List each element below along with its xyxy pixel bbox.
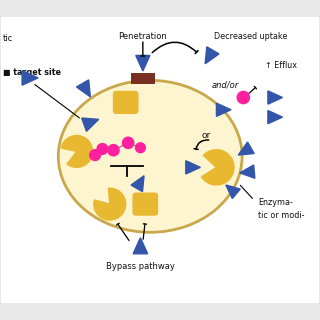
FancyBboxPatch shape (1, 17, 319, 303)
Text: Bypass pathway: Bypass pathway (106, 262, 175, 271)
Polygon shape (186, 161, 200, 174)
Circle shape (135, 143, 145, 153)
Text: and/or: and/or (212, 81, 239, 90)
Polygon shape (238, 142, 254, 155)
Ellipse shape (58, 80, 242, 232)
Polygon shape (82, 118, 99, 131)
Wedge shape (61, 135, 92, 167)
Polygon shape (22, 71, 38, 85)
Text: Penetration: Penetration (118, 32, 167, 41)
Text: Decreased uptake: Decreased uptake (214, 32, 287, 41)
Polygon shape (216, 103, 231, 116)
Polygon shape (136, 55, 150, 71)
Text: or: or (202, 131, 211, 140)
Polygon shape (76, 80, 90, 97)
FancyBboxPatch shape (113, 91, 139, 114)
Wedge shape (94, 188, 126, 220)
Circle shape (97, 144, 108, 154)
Text: tic: tic (3, 34, 13, 43)
Polygon shape (268, 91, 283, 104)
Polygon shape (131, 176, 144, 192)
Wedge shape (202, 150, 234, 185)
Circle shape (123, 137, 134, 148)
Circle shape (237, 92, 250, 104)
Text: tic or modi-: tic or modi- (258, 211, 305, 220)
Circle shape (90, 150, 100, 161)
Polygon shape (226, 185, 240, 198)
Polygon shape (240, 165, 255, 178)
Polygon shape (133, 238, 148, 254)
Circle shape (108, 145, 119, 156)
Text: Enzyma-: Enzyma- (258, 198, 293, 207)
Polygon shape (205, 47, 219, 64)
FancyBboxPatch shape (131, 73, 155, 84)
Text: ↑ Efflux: ↑ Efflux (265, 61, 297, 70)
FancyBboxPatch shape (132, 192, 158, 216)
Polygon shape (268, 110, 283, 124)
Text: ■ target site: ■ target site (3, 68, 61, 77)
